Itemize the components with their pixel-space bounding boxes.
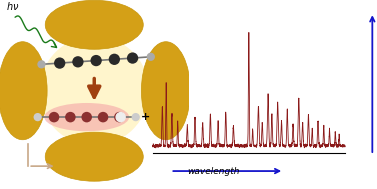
- Ellipse shape: [40, 36, 149, 145]
- Text: wavelength: wavelength: [187, 167, 240, 176]
- Circle shape: [109, 54, 120, 65]
- Circle shape: [72, 56, 84, 67]
- Circle shape: [54, 57, 65, 69]
- Circle shape: [37, 60, 46, 68]
- Circle shape: [65, 112, 76, 122]
- Circle shape: [49, 112, 59, 122]
- Text: +: +: [141, 112, 151, 122]
- Ellipse shape: [55, 51, 134, 130]
- Text: $h\nu$: $h\nu$: [6, 0, 19, 12]
- Circle shape: [34, 113, 42, 121]
- Circle shape: [147, 53, 155, 61]
- Circle shape: [98, 112, 108, 122]
- Ellipse shape: [45, 132, 143, 181]
- Ellipse shape: [44, 103, 129, 131]
- Circle shape: [114, 112, 125, 122]
- Circle shape: [127, 52, 138, 64]
- Circle shape: [132, 113, 140, 121]
- Circle shape: [90, 55, 102, 66]
- Circle shape: [116, 113, 125, 122]
- Ellipse shape: [0, 42, 47, 140]
- Ellipse shape: [45, 0, 143, 49]
- Ellipse shape: [141, 42, 190, 140]
- Circle shape: [81, 112, 92, 122]
